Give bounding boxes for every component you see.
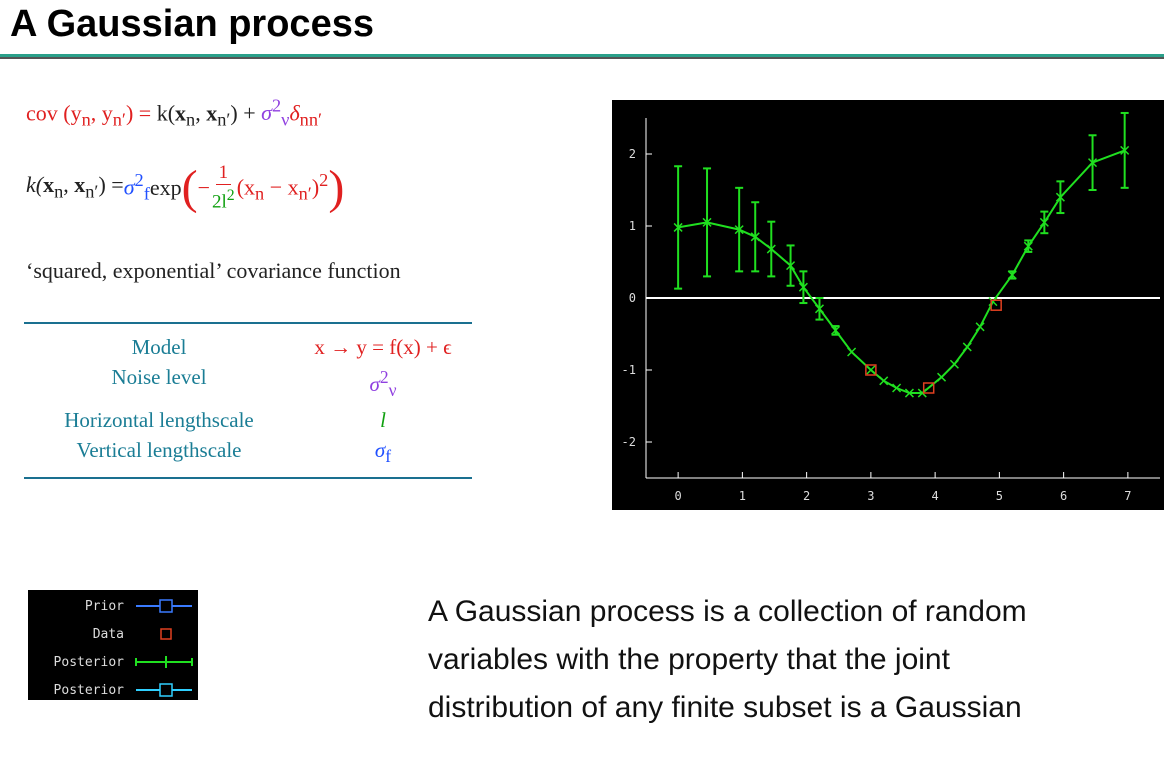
posterior-point — [1007, 270, 1017, 280]
posterior-point — [962, 342, 972, 352]
title-divider — [0, 54, 1164, 59]
posterior-point — [734, 225, 744, 235]
posterior-point — [814, 304, 825, 314]
table-row: Horizontal lengthscale l — [24, 405, 472, 435]
data-point — [990, 299, 1002, 311]
posterior-point — [937, 372, 947, 382]
y-tick-label: 1 — [629, 219, 636, 233]
x-tick-label: 7 — [1124, 489, 1131, 503]
posterior-point — [798, 282, 808, 292]
row-label: Vertical lengthscale — [76, 438, 242, 463]
posterior-point — [673, 222, 683, 232]
posterior-point — [702, 217, 712, 227]
definition-text: A Gaussian process is a collection of ra… — [428, 595, 1027, 724]
posterior-point — [866, 365, 876, 375]
covariance-description: ‘squared, exponential’ covariance functi… — [26, 258, 401, 283]
row-label: Model — [131, 335, 187, 359]
posterior-point — [786, 261, 796, 271]
x-tick-label: 1 — [739, 489, 746, 503]
posterior-point — [1023, 241, 1033, 251]
plot-legend: Prior Data Posterior Posterior — [28, 590, 198, 700]
posterior-point — [1055, 192, 1065, 202]
data-point — [865, 364, 877, 376]
row-value: σf — [374, 438, 392, 467]
row-label: Horizontal lengthscale — [64, 408, 254, 433]
x-tick-label: 5 — [996, 489, 1003, 503]
x-tick-label: 6 — [1060, 489, 1067, 503]
y-tick-label: -1 — [622, 363, 636, 377]
posterior-point — [766, 244, 776, 254]
page-title: A Gaussian process — [10, 3, 374, 45]
row-value: x → y = f(x) + ϵ — [314, 335, 452, 359]
legend-marker — [160, 628, 172, 640]
table-row: Noise level σ2ν — [24, 362, 472, 405]
data-point — [922, 382, 935, 394]
posterior-point — [949, 359, 959, 369]
posterior-point — [904, 388, 914, 398]
posterior-point — [988, 297, 998, 307]
posterior-point — [975, 322, 985, 332]
x-tick-label: 4 — [932, 489, 939, 503]
legend-marker — [159, 683, 173, 697]
posterior-point — [831, 325, 841, 335]
x-tick-label: 0 — [675, 489, 682, 503]
posterior-point — [917, 388, 927, 398]
row-value: l — [380, 408, 386, 433]
posterior-point — [1120, 145, 1130, 155]
posterior-point — [847, 347, 857, 357]
table-row: Vertical lengthscale σf — [24, 435, 472, 471]
y-tick-label: 0 — [629, 291, 636, 305]
gp-plot: -2 -1 0 1 2 0 1 2 3 4 5 6 7 — [612, 100, 1164, 510]
legend-label: Data — [93, 627, 124, 642]
y-tick-label: 2 — [629, 147, 636, 161]
legend-label: Posterior — [54, 683, 125, 698]
posterior-point — [750, 232, 760, 242]
legend-marker — [159, 599, 173, 613]
posterior-point — [892, 383, 902, 393]
plot-background — [612, 100, 1164, 510]
legend-label: Prior — [85, 599, 124, 614]
covariance-equation: cov (yn, yn′) = k(xn, xn′) + σ2νδnn′ — [26, 96, 323, 130]
posterior-point — [1088, 158, 1098, 168]
kernel-equation: k(xn, xn′) = σ2f exp ( − 1 2l2 (xn − xn′)… — [26, 160, 345, 214]
row-value: σ2ν — [369, 367, 397, 401]
posterior-point — [879, 376, 889, 386]
parameter-table: Model x → y = f(x) + ϵ Noise level σ2ν H… — [24, 322, 472, 480]
x-tick-label: 2 — [803, 489, 810, 503]
table-row: Model x → y = f(x) + ϵ — [24, 332, 472, 362]
x-tick-label: 3 — [867, 489, 874, 503]
row-label: Noise level — [111, 365, 207, 389]
posterior-point — [1039, 217, 1049, 227]
y-tick-label: -2 — [622, 435, 636, 449]
legend-label: Posterior — [54, 655, 125, 670]
